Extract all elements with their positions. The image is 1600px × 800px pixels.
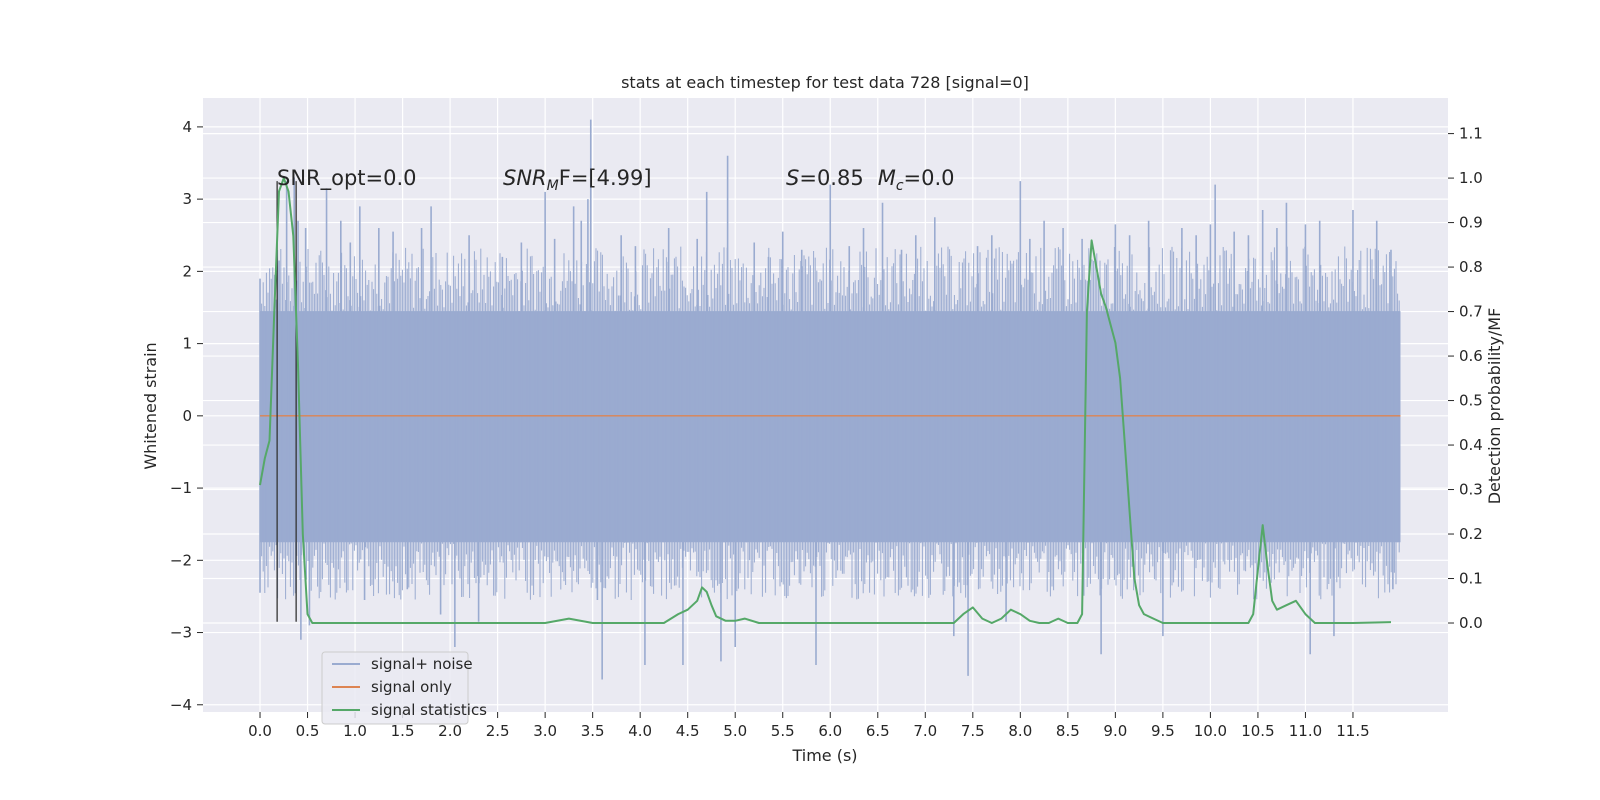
y-right-tick-label-1-0: 1.0 (1459, 169, 1483, 187)
annotation-m-sub: c (896, 178, 904, 194)
annotation-s: S (786, 166, 799, 190)
y-left-tick-label-3: 3 (182, 190, 192, 208)
y-right-tick-label-0-3: 0.3 (1459, 481, 1483, 499)
annotation-snr-mf: SNRMF=[4.99] (503, 166, 652, 194)
x-axis-ticks: 0.0 0.5 1.0 1.5 2.0 2.5 3.0 3.5 4.0 4.5 5.0 5.5 6.0 6… (248, 712, 1370, 740)
y-right-tick-label-0-2: 0.2 (1459, 525, 1483, 543)
y-right-tick-label-0-6: 0.6 (1459, 347, 1483, 365)
x-tick-label-9-0: 9.0 (1103, 722, 1127, 740)
x-tick-label-8-0: 8.0 (1008, 722, 1032, 740)
legend-box (321, 651, 469, 725)
x-tick-label-11-5: 11.5 (1336, 722, 1369, 740)
y-left-tick-label-2: −2 (170, 551, 192, 569)
y-axis-right-ticks: 1.1 1.0 0.9 0.8 0.7 0.6 0.5 0.4 0.3 0.2 0.1 0.0 (1448, 125, 1483, 632)
annotation-snr-opt: SNR_opt=0.0 (277, 166, 417, 191)
x-tick-label-0-0: 0.0 (248, 722, 272, 740)
x-tick-label-2-5: 2.5 (486, 722, 510, 740)
y-right-tick-label-0-9: 0.9 (1459, 214, 1483, 232)
legend-label-signal-plus-noise: signal+ noise (371, 655, 473, 673)
legend-label-signal-only: signal only (371, 678, 452, 696)
annotation-snr-mf-sub: M (547, 178, 559, 194)
x-tick-label-4-0: 4.0 (628, 722, 652, 740)
x-tick-label-10-5: 10.5 (1241, 722, 1274, 740)
legend-label-signal-statistics: signal statistics (371, 701, 487, 719)
x-tick-label-10-0: 10.0 (1194, 722, 1227, 740)
x-tick-label-6-5: 6.5 (866, 722, 890, 740)
annotation-snr-mf-value: F=[4.99] (559, 166, 652, 190)
x-tick-label-5-0: 5.0 (723, 722, 747, 740)
y-right-tick-label-1-1: 1.1 (1459, 125, 1483, 143)
annotation-s-mc: S=0.85 Mc=0.0 (786, 166, 955, 194)
signal-statistics-line (259, 177, 1392, 624)
y-right-tick-label-0-8: 0.8 (1459, 258, 1483, 276)
y-axis-left-ticks: 4 3 2 1 0 −1 −2 −3 −4 (170, 118, 203, 714)
y-left-tick-label-3: −3 (170, 624, 192, 642)
y-right-tick-label-0-7: 0.7 (1459, 303, 1483, 321)
annotation-s-value: =0.85 (799, 166, 863, 190)
annotation-snr-mf-main: SNR (503, 166, 547, 190)
y-right-tick-label-0-4: 0.4 (1459, 436, 1483, 454)
y-right-tick-label-0-5: 0.5 (1459, 392, 1483, 410)
x-axis-label: Time (s) (791, 746, 857, 765)
x-tick-label-5-5: 5.5 (771, 722, 795, 740)
y-left-tick-label-4: −4 (170, 696, 192, 714)
x-tick-label-4-5: 4.5 (676, 722, 700, 740)
chart-title: stats at each timestep for test data 728… (621, 73, 1029, 92)
x-tick-label-6-0: 6.0 (818, 722, 842, 740)
y-left-tick-label-1: −1 (170, 479, 192, 497)
y-left-tick-label-0: 0 (182, 407, 192, 425)
annotation-m-value: =0.0 (904, 166, 955, 190)
series-signal-plus-noise (259, 119, 1401, 680)
x-tick-label-11-0: 11.0 (1289, 722, 1322, 740)
y-right-tick-label-0-1: 0.1 (1459, 570, 1483, 588)
y-axis-right-label: Detection probability/MF (1485, 308, 1504, 505)
y-axis-left-label: Whitened strain (141, 342, 160, 469)
x-tick-label-1-0: 1.0 (343, 722, 367, 740)
x-tick-label-0-5: 0.5 (296, 722, 320, 740)
x-tick-label-3-5: 3.5 (581, 722, 605, 740)
x-tick-label-3-0: 3.0 (533, 722, 557, 740)
x-tick-label-2-0: 2.0 (438, 722, 462, 740)
x-tick-label-1-5: 1.5 (391, 722, 415, 740)
x-tick-label-8-5: 8.5 (1056, 722, 1080, 740)
y-left-tick-label-1: 1 (182, 335, 192, 353)
y-left-tick-label-4: 4 (182, 118, 192, 136)
legend: signal+ noise signal only signal statist… (321, 651, 487, 725)
x-tick-label-7-0: 7.0 (913, 722, 937, 740)
y-right-tick-label-0-0: 0.0 (1459, 614, 1483, 632)
series-signal-statistics (259, 177, 1392, 624)
annotations: SNR_opt=0.0 SNRMF=[4.99] S=0.85 Mc=0.0 (277, 166, 955, 194)
y-left-tick-label-2: 2 (182, 262, 192, 280)
x-tick-label-7-5: 7.5 (961, 722, 985, 740)
x-tick-label-9-5: 9.5 (1151, 722, 1175, 740)
annotation-m: M (878, 166, 896, 190)
